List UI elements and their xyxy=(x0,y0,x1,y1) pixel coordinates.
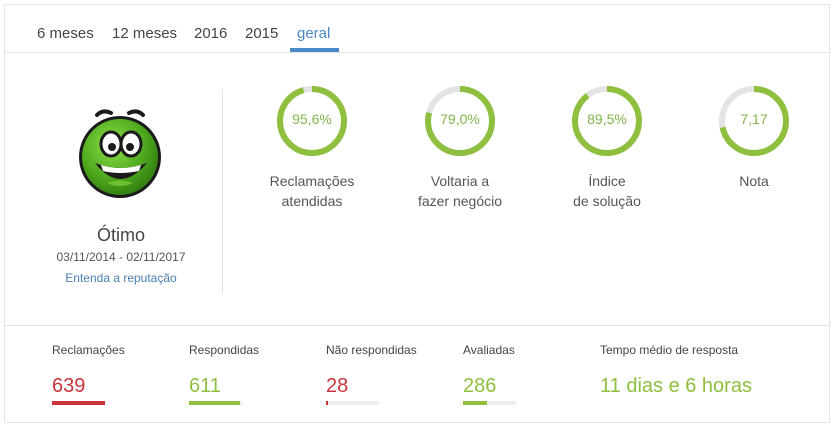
stat-tempo-medio-resposta: Tempo médio de resposta 11 dias e 6 hora… xyxy=(600,343,752,397)
gauge-nota: 7,17 Nota xyxy=(679,83,829,243)
stat-label: Não respondidas xyxy=(326,343,417,357)
tab-2015[interactable]: 2015 xyxy=(245,25,279,42)
tab-6-meses[interactable]: 6 meses xyxy=(37,25,94,42)
gauge-value: 79,0% xyxy=(440,111,480,127)
tab-2016[interactable]: 2016 xyxy=(194,25,228,42)
gauge-ring xyxy=(572,86,642,156)
reputation-summary: Ótimo 03/11/2014 - 02/11/2017 Entenda a … xyxy=(5,53,223,325)
stat-value: 639 xyxy=(52,375,86,397)
stat-value: 28 xyxy=(326,375,349,397)
stat-value: 286 xyxy=(463,375,497,397)
gauge-ring xyxy=(425,86,495,156)
gauge-ring xyxy=(719,86,789,156)
stat-label: Tempo médio de resposta xyxy=(600,343,739,357)
active-tab-indicator xyxy=(290,48,339,52)
gauge-voltaria-negocio: 79,0% Voltaria a fazer negócio xyxy=(385,83,535,243)
tab-12-meses[interactable]: 12 meses xyxy=(112,25,178,42)
gauge-label: Reclamações atendidas xyxy=(269,173,355,209)
gauge-value: 7,17 xyxy=(740,111,768,127)
gauge-reclamacoes-atendidas: 95,6% Reclamações atendidas xyxy=(237,83,387,243)
vertical-divider xyxy=(222,89,223,294)
stat-respondidas: Respondidas 611 xyxy=(189,343,259,405)
stat-label: Reclamações xyxy=(52,343,125,357)
gauge-label: Índice de solução xyxy=(573,173,641,209)
period-tabs: 6 meses 12 meses 2016 2015 geral xyxy=(5,5,829,53)
gauge-indice-solucao: 89,5% Índice de solução xyxy=(532,83,682,243)
gauge-label: Nota xyxy=(739,173,769,189)
horizontal-divider xyxy=(5,325,829,326)
reputation-period: 03/11/2014 - 02/11/2017 xyxy=(56,250,186,264)
stat-reclamacoes: Reclamações 639 xyxy=(52,343,125,405)
reputation-info-link[interactable]: Entenda a reputação xyxy=(65,271,177,285)
stat-nao-respondidas: Não respondidas 28 xyxy=(326,343,417,405)
smiley-face-icon xyxy=(79,109,161,198)
stat-bar xyxy=(52,401,105,405)
gauge-ring xyxy=(277,86,347,156)
stat-label: Respondidas xyxy=(189,343,260,357)
tab-geral[interactable]: geral xyxy=(297,25,331,42)
reputation-card: 6 meses 12 meses 2016 2015 geral xyxy=(4,4,830,423)
stat-avaliadas: Avaliadas 286 xyxy=(463,343,516,405)
stat-bar xyxy=(463,401,516,405)
stat-bar xyxy=(326,401,379,405)
reputation-label: Ótimo xyxy=(96,225,145,245)
gauge-label: Voltaria a fazer negócio xyxy=(417,173,503,209)
stat-value: 11 dias e 6 horas xyxy=(600,375,752,397)
stat-label: Avaliadas xyxy=(463,343,515,357)
gauge-value: 95,6% xyxy=(292,111,332,127)
gauge-value: 89,5% xyxy=(587,111,627,127)
stat-value: 611 xyxy=(189,375,221,397)
stat-bar xyxy=(189,401,242,405)
